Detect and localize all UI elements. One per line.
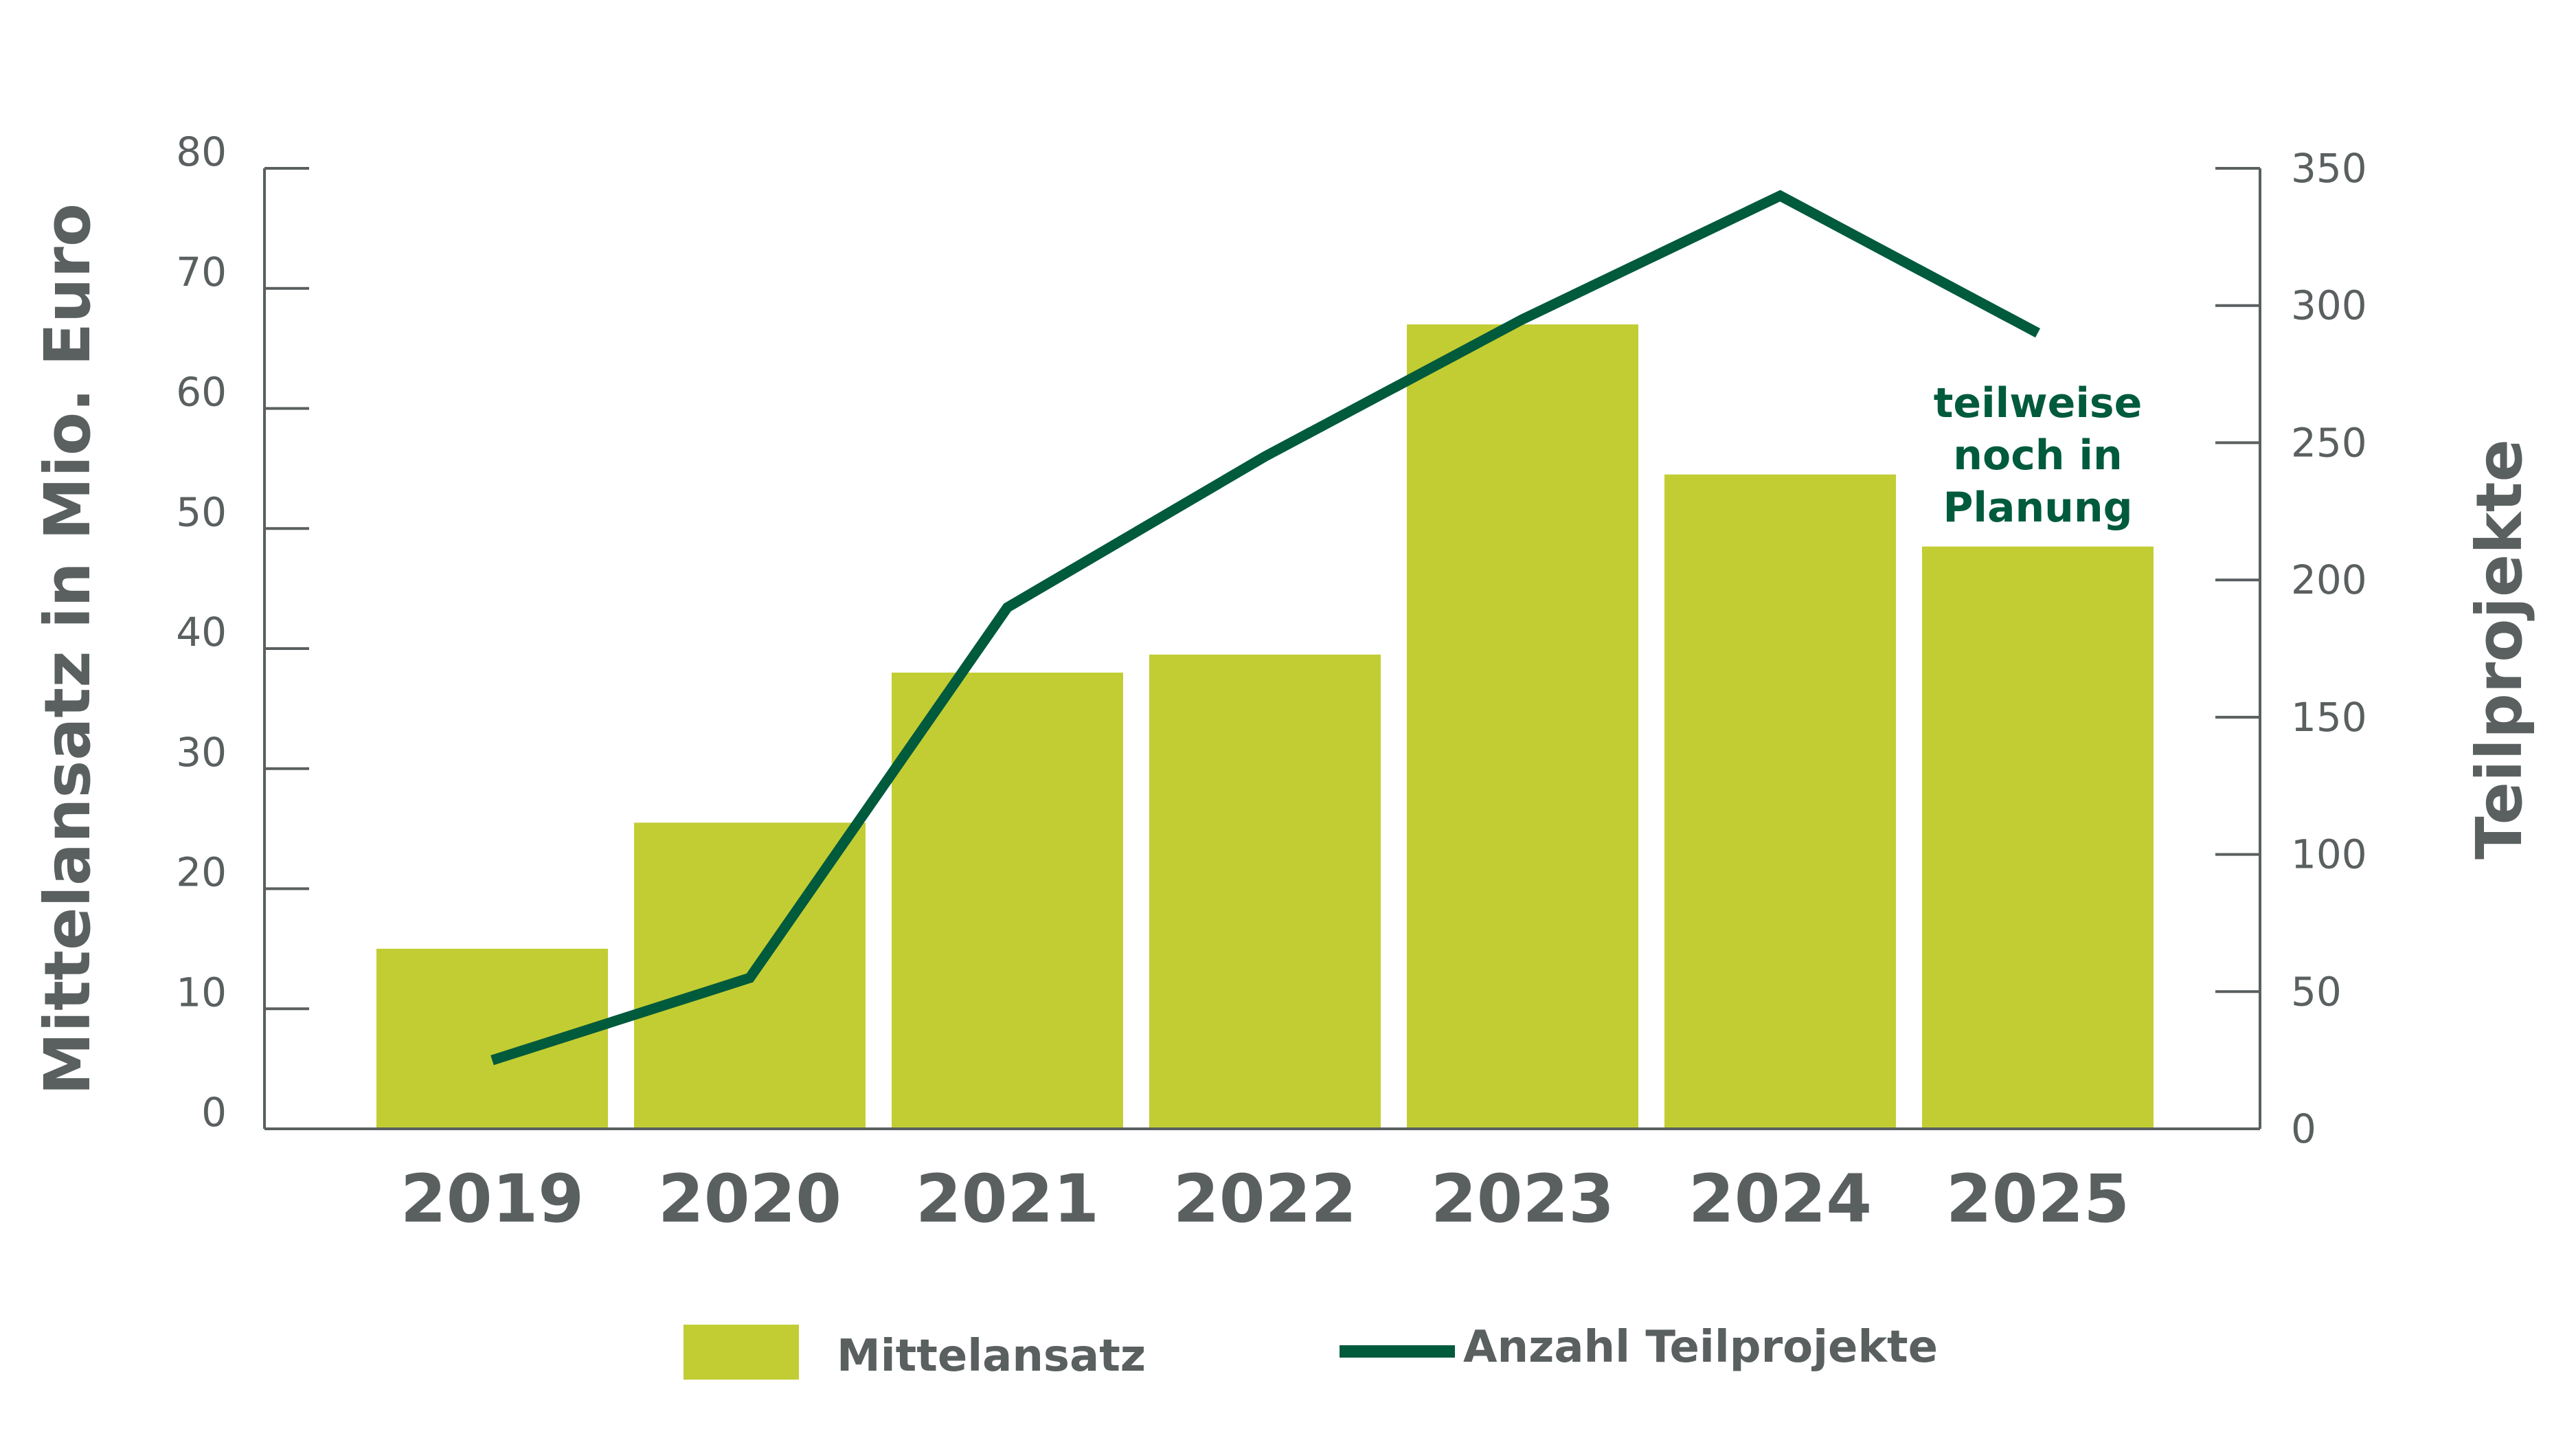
- x-tick-label-2025: 2025: [1946, 1160, 2129, 1237]
- bar-2023: [1407, 324, 1638, 1129]
- annotation-line-3: Planung: [1943, 484, 2132, 532]
- y-right-tick-label: 150: [2291, 694, 2367, 741]
- y-right-tick-label: 350: [2291, 145, 2367, 192]
- y-right-tick-label: 50: [2291, 968, 2342, 1015]
- x-tick-label-2019: 2019: [400, 1160, 584, 1237]
- y-right-tick-label: 300: [2291, 282, 2367, 329]
- legend-label-mittelansatz: Mittelansatz: [837, 1331, 1146, 1382]
- y-left-tick-label: 10: [176, 969, 227, 1015]
- y-left-tick-label: 60: [176, 369, 227, 416]
- axes-layer: [263, 167, 2261, 1130]
- labels-layer: 0 10 20 30 40 50 60 70 80 0 50 100 150 200 250 300 350 20…: [31, 128, 2536, 1237]
- annotation-line-1: teilweise: [1934, 379, 2143, 427]
- y-left-tick-label: 50: [176, 488, 227, 535]
- x-tick-label-2022: 2022: [1173, 1160, 1357, 1237]
- legend: Mittelansatz Anzahl Teilprojekte: [683, 1322, 1938, 1382]
- bar-2021: [892, 672, 1123, 1129]
- y-left-tick-label: 30: [176, 729, 227, 776]
- bar-2022: [1149, 654, 1381, 1129]
- series-line-anzahl-teilprojekte: [490, 190, 2041, 1066]
- y-right-tick-label: 250: [2291, 419, 2367, 466]
- y-right-tick-label: 200: [2291, 557, 2367, 603]
- x-tick-label-2020: 2020: [658, 1160, 841, 1237]
- y-right-axis-title: Teilprojekte: [2463, 439, 2536, 860]
- y-left-axis-title: Mittelansatz in Mio. Euro: [31, 203, 104, 1095]
- y-right-tick-label: 0: [2291, 1105, 2316, 1152]
- y-left-tick-label: 80: [176, 128, 227, 175]
- x-tick-label-2023: 2023: [1431, 1160, 1614, 1237]
- y-left-tick-label: 40: [176, 609, 227, 655]
- y-left-tick-label: 0: [201, 1089, 227, 1136]
- bar-2024: [1664, 474, 1896, 1129]
- bar-2025: [1922, 546, 2154, 1129]
- legend-label-anzahl-teilprojekte: Anzahl Teilprojekte: [1463, 1322, 1938, 1373]
- legend-swatch-mittelansatz: [683, 1325, 799, 1380]
- x-tick-label-2024: 2024: [1688, 1160, 1872, 1237]
- y-right-tick-label: 100: [2291, 831, 2367, 878]
- annotation-line-2: noch in: [1953, 431, 2122, 480]
- line-layer: [490, 190, 2041, 1066]
- y-left-tick-label: 20: [176, 849, 227, 896]
- x-tick-label-2021: 2021: [916, 1160, 1099, 1237]
- y-left-tick-label: 70: [176, 249, 227, 295]
